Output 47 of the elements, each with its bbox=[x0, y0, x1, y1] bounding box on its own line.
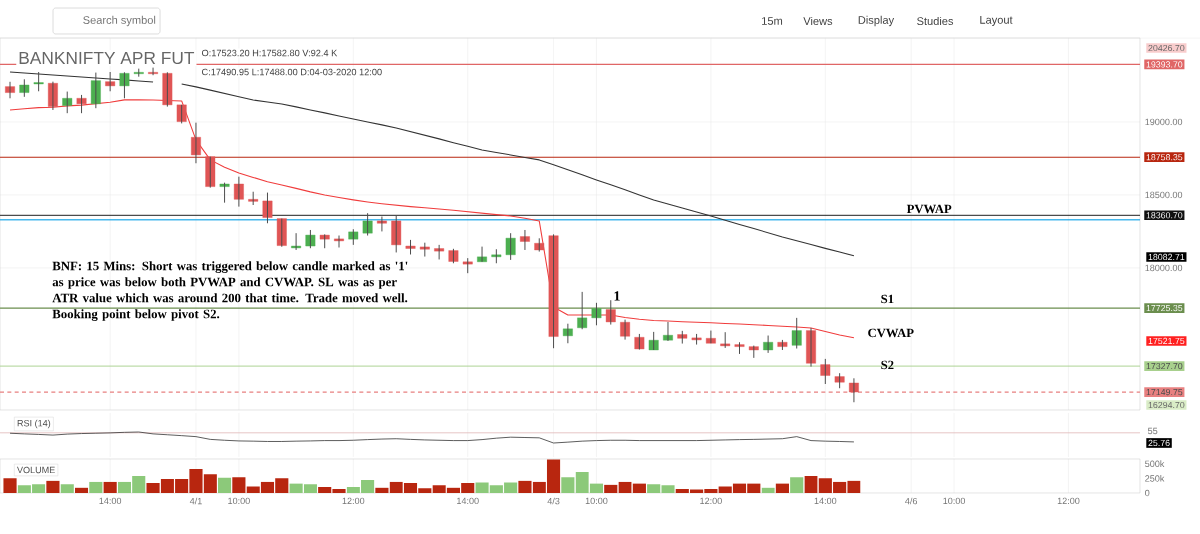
annotation: S2 bbox=[881, 360, 894, 370]
x-tick-label: 12:00 bbox=[700, 497, 722, 505]
x-tick-label: 14:00 bbox=[457, 497, 479, 505]
ref-line-label: 17149.75 bbox=[1146, 388, 1183, 396]
x-tick-label: 12:00 bbox=[1057, 497, 1080, 505]
annotation: CVWAP bbox=[868, 328, 914, 338]
text: 55 bbox=[1147, 427, 1158, 435]
ref-line-label: 17725.35 bbox=[1146, 304, 1183, 312]
annotation: O:17523.20 H:17582.80 V:92.4 K bbox=[202, 49, 338, 57]
text: Search symbol bbox=[83, 15, 156, 27]
y-tick-label: 250k bbox=[1145, 475, 1165, 482]
y-tick-label: 18000.00 bbox=[1145, 264, 1183, 272]
x-tick-label: 10:00 bbox=[585, 497, 608, 505]
text: Layout bbox=[980, 16, 1013, 26]
x-tick-label: 10:00 bbox=[943, 497, 966, 505]
ref-line-label: 18758.35 bbox=[1146, 154, 1183, 161]
ref-line-label: 18360.70 bbox=[1146, 212, 1183, 219]
x-tick-label: 4/3 bbox=[547, 497, 560, 505]
text: 25.76 bbox=[1148, 439, 1170, 447]
text: 20426.70 bbox=[1148, 44, 1185, 52]
text: VOLUME bbox=[17, 466, 55, 474]
chart-title: RSI (14) bbox=[17, 419, 51, 429]
x-tick-label: 4/1 bbox=[189, 497, 202, 505]
text: BANKNIFTY APR FUT bbox=[19, 51, 195, 65]
annotation: S1 bbox=[881, 294, 894, 304]
x-tick-label: 4/6 bbox=[905, 497, 918, 505]
text: Display bbox=[858, 15, 895, 27]
text: 15m bbox=[762, 17, 783, 25]
annotation: 1 bbox=[614, 291, 620, 301]
y-tick-label: 0 bbox=[1145, 489, 1150, 497]
annotation: C:17490.95 L:17488.00 D:04-03-2020 12:00 bbox=[202, 68, 382, 76]
ref-line-label: 19393.70 bbox=[1146, 61, 1183, 68]
x-tick-label: 10:00 bbox=[228, 497, 250, 505]
text: Studies bbox=[917, 16, 954, 26]
text: 17521.75 bbox=[1148, 337, 1185, 345]
y-tick-label: 19000.00 bbox=[1145, 118, 1183, 126]
text: Views bbox=[803, 16, 833, 26]
x-tick-label: 12:00 bbox=[342, 497, 365, 505]
ref-line-label: 17327.70 bbox=[1146, 362, 1183, 370]
y-tick-label: 18500.00 bbox=[1145, 191, 1183, 199]
annotation: PVWAP bbox=[906, 204, 952, 214]
annotation: BNF: 15 Mins: Short was triggered below candle marked as '1' as price was below both PVWAP and CVWAP. SL was as per ATR value which was around 200 that time. Trade moved well. Booking point below pivot S2. bbox=[52, 261, 408, 321]
x-tick-label: 14:00 bbox=[814, 497, 837, 505]
y-tick-label: 500k bbox=[1145, 460, 1165, 467]
text: 18082.71 bbox=[1148, 253, 1185, 261]
x-tick-label: 14:00 bbox=[99, 497, 122, 505]
text: 16294.70 bbox=[1148, 401, 1185, 409]
